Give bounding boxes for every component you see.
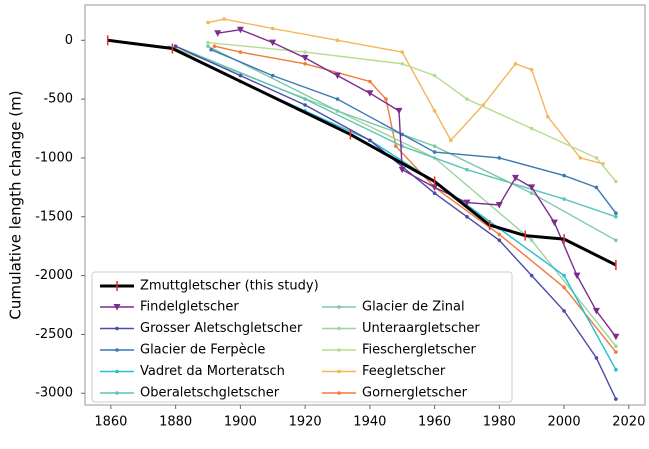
y-tick-label: -1000 — [35, 150, 73, 165]
x-tick-label: 1980 — [483, 415, 516, 430]
legend-label: Oberaletschgletscher — [140, 386, 280, 401]
legend-label: Feegletscher — [362, 364, 446, 379]
x-tick-label: 1920 — [289, 415, 322, 430]
x-tick-label: 1900 — [224, 415, 257, 430]
x-tick-label: 1960 — [418, 415, 451, 430]
x-tick-label: 2020 — [612, 415, 645, 430]
legend-box — [91, 271, 513, 403]
plot-frame — [84, 4, 646, 406]
legend-label: Unteraargletscher — [362, 321, 480, 336]
x-tick-label: 1860 — [94, 415, 127, 430]
y-tick-label: -3000 — [35, 386, 73, 401]
legend-label: Glacier de Ferpècle — [140, 343, 265, 358]
legend-label: Grosser Aletschgletscher — [140, 321, 303, 336]
series-line — [206, 44, 618, 243]
legend-label: Zmuttgletscher (this study) — [140, 279, 319, 294]
y-tick-label: -2500 — [35, 327, 73, 342]
x-tick-label: 1880 — [159, 415, 192, 430]
y-tick-label: 0 — [65, 33, 73, 48]
y-tick-label: -2000 — [35, 268, 73, 283]
y-tick-label: -1500 — [35, 209, 73, 224]
x-tick-label: 1940 — [353, 415, 386, 430]
legend-label: Vadret da Morteratsch — [140, 364, 285, 379]
legend-label: Findelgletscher — [140, 300, 239, 315]
x-tick-label: 2000 — [548, 415, 581, 430]
series-line — [209, 47, 618, 215]
series-line — [106, 35, 617, 270]
y-axis-label: Cumulative length change (m) — [7, 90, 25, 319]
legend-label: Glacier de Zinal — [362, 300, 465, 315]
legend-label: Gornergletscher — [362, 386, 468, 401]
y-tick-label: -500 — [43, 92, 73, 107]
legend-label: Fieschergletscher — [362, 343, 477, 358]
series-line — [206, 40, 618, 184]
